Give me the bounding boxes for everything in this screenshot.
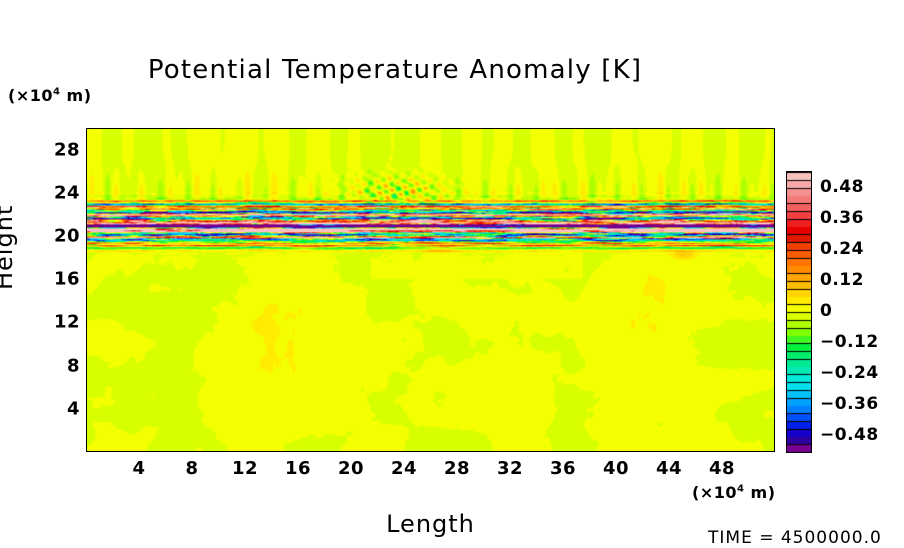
colorbar-tick-label: −0.12 [820, 332, 879, 353]
plot-area[interactable] [86, 128, 775, 452]
y-unit-suffix: m) [60, 86, 92, 105]
colorbar-tick-label: −0.24 [820, 363, 879, 384]
y-axis-title: Height [0, 204, 18, 290]
x-axis-ticks: 4 8 12 16 20 24 28 32 36 40 44 48 [86, 458, 775, 484]
y-tick-label: 24 [53, 182, 80, 204]
x-tick-label: 20 [337, 458, 365, 479]
y-tick-label: 12 [53, 311, 80, 333]
colorbar-gradient [786, 171, 812, 453]
colorbar[interactable] [786, 171, 812, 453]
colorbar-tick-label: 0.12 [820, 269, 864, 290]
y-tick-label: 16 [53, 268, 80, 290]
colorbar-canvas [787, 172, 811, 452]
heatmap-canvas [87, 129, 774, 451]
time-stamp: TIME = 4500000.0 [708, 528, 882, 548]
y-tick-label: 8 [66, 355, 80, 377]
colorbar-tick-label: 0.24 [820, 238, 864, 259]
x-tick-label: 16 [284, 458, 312, 479]
colorbar-tick-label: 0.36 [820, 207, 864, 228]
colorbar-tick-label: −0.48 [820, 425, 879, 446]
x-tick-label: 44 [655, 458, 683, 479]
x-unit-exponent: 4 [736, 483, 745, 495]
x-tick-label: 4 [132, 458, 146, 479]
y-tick-label: 20 [53, 225, 80, 247]
x-tick-label: 8 [185, 458, 199, 479]
x-axis-unit-label: (×104 m) [692, 483, 776, 502]
x-unit-prefix: (×10 [692, 483, 737, 502]
x-axis-title: Length [386, 510, 475, 538]
y-unit-exponent: 4 [52, 86, 61, 98]
colorbar-tick-label: −0.36 [820, 394, 879, 415]
x-tick-label: 40 [602, 458, 630, 479]
page-title: Potential Temperature Anomaly [K] [147, 55, 643, 85]
colorbar-tick-label: 0.48 [820, 176, 864, 197]
x-tick-label: 32 [496, 458, 524, 479]
y-tick-label: 28 [53, 139, 80, 161]
x-tick-label: 28 [443, 458, 471, 479]
x-tick-label: 48 [708, 458, 736, 479]
y-tick-label: 4 [66, 398, 80, 420]
y-axis-ticks: 4 8 12 16 20 24 28 [30, 128, 80, 452]
x-tick-label: 12 [231, 458, 259, 479]
colorbar-tick-label: 0 [820, 301, 833, 321]
y-axis-unit-label: (×104 m) [8, 86, 92, 105]
x-unit-suffix: m) [744, 483, 776, 502]
colorbar-tick-labels: 0.48 0.36 0.24 0.12 0 −0.12 −0.24 −0.36 −0.48 [820, 171, 900, 451]
x-tick-label: 36 [549, 458, 577, 479]
y-unit-prefix: (×10 [8, 86, 53, 105]
x-tick-label: 24 [390, 458, 418, 479]
